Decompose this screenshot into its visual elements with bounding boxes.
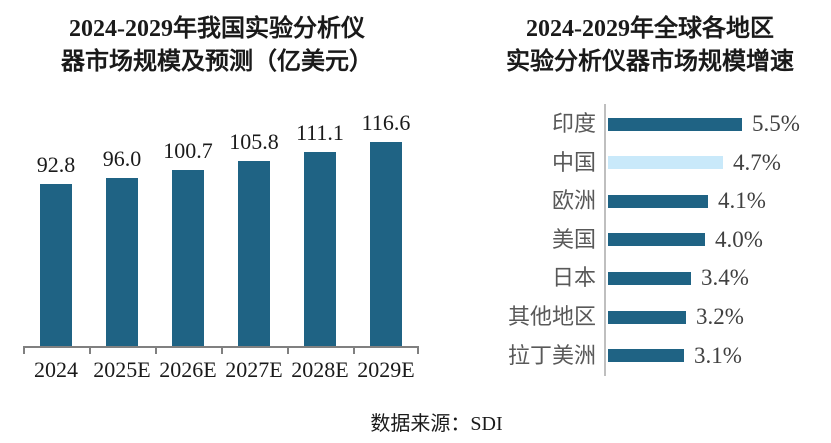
bar-value-label: 100.7 <box>163 138 213 163</box>
axis-tick-label: 2024 <box>34 357 78 382</box>
category-label-日本: 日本 <box>551 265 596 291</box>
left-chart-title: 2024-2029年我国实验分析仪 器市场规模及预测（亿美元） <box>27 13 407 79</box>
bar-印度 <box>608 117 742 131</box>
bar-value-label: 4.7% <box>733 149 781 175</box>
right-chart-title-line1: 2024-2029年全球各地区 <box>526 16 774 42</box>
axis-tick-label: 2026E <box>159 357 217 382</box>
bar-美国 <box>608 233 705 247</box>
bar-中国 <box>608 156 723 170</box>
bar-2027E <box>238 161 270 346</box>
category-label-拉丁美洲: 拉丁美洲 <box>507 342 596 368</box>
bar-value-label: 4.0% <box>715 226 763 252</box>
left-chart-title-line1: 2024-2029年我国实验分析仪 <box>69 16 365 42</box>
axis-tick <box>155 348 157 354</box>
category-label-印度: 印度 <box>551 111 596 136</box>
bar-value-label: 96.0 <box>102 146 142 171</box>
category-label-欧洲: 欧洲 <box>551 188 596 214</box>
bar-value-label: 116.6 <box>361 110 411 135</box>
left-chart-title-line2: 器市场规模及预测（亿美元） <box>61 49 373 75</box>
bar-value-label: 3.4% <box>701 265 749 291</box>
bar-欧洲 <box>608 194 708 208</box>
bar-value-label: 4.1% <box>718 188 766 214</box>
bar-2025E <box>106 178 138 346</box>
bar-其他地区 <box>608 310 686 324</box>
axis-tick <box>287 348 289 354</box>
axis-tick <box>23 348 25 354</box>
axis-tick-label: 2027E <box>225 357 283 382</box>
category-label-美国: 美国 <box>551 226 596 252</box>
axis-tick-label: 2029E <box>357 357 415 382</box>
left-chart-plot: 92.8 2024 96.0 2025E 100.7 2026E 105.8 2027E 111… <box>23 110 419 382</box>
bar-value-label: 92.8 <box>36 152 76 177</box>
bar-日本 <box>608 271 691 285</box>
right-chart-plot: 5.5% 4.7% 4.1% 4.0% 3.4% 3.2% 3.1% <box>604 104 831 376</box>
category-label-其他地区: 其他地区 <box>507 304 596 329</box>
bar-value-label: 3.1% <box>694 342 742 368</box>
bar-value-label: 111.1 <box>296 120 344 145</box>
bar-value-label: 105.8 <box>229 129 279 154</box>
bar-2028E <box>304 152 336 346</box>
right-chart-title: 2024-2029年全球各地区 实验分析仪器市场规模增速 <box>470 13 830 79</box>
bar-2026E <box>172 170 204 346</box>
axis-tick-label: 2028E <box>291 357 349 382</box>
source-note: 数据来源：SDI <box>42 407 831 436</box>
bar-2029E <box>370 142 402 346</box>
right-chart-title-line2: 实验分析仪器市场规模增速 <box>506 49 794 75</box>
axis-tick-label: 2025E <box>93 357 151 382</box>
bar-value-label: 3.2% <box>696 304 744 329</box>
bar-value-label: 5.5% <box>752 111 800 136</box>
bar-拉丁美洲 <box>608 349 684 363</box>
bar-2024 <box>40 184 72 346</box>
axis-tick <box>221 348 223 354</box>
source-note-text: 数据来源：SDI <box>370 413 503 435</box>
category-label-中国: 中国 <box>551 149 596 175</box>
axis-tick <box>417 348 419 354</box>
axis-tick <box>353 348 355 354</box>
axis-tick <box>89 348 91 354</box>
